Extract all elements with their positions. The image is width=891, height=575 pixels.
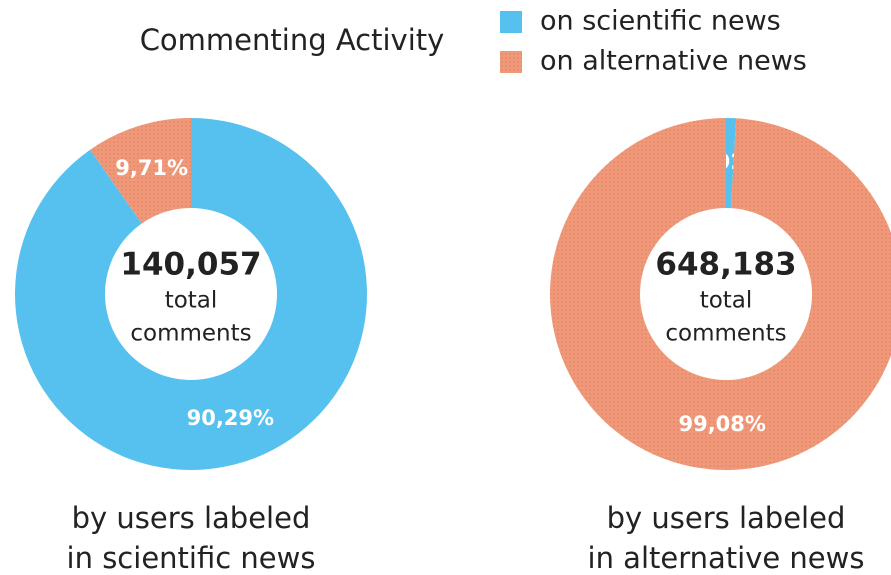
center-text: total bbox=[165, 288, 218, 314]
legend-swatch bbox=[500, 11, 522, 33]
center-text: total bbox=[700, 288, 753, 314]
caption: in alternative news bbox=[588, 541, 865, 575]
center-text: comments bbox=[130, 321, 251, 347]
center-text: comments bbox=[665, 321, 786, 347]
donut-slice bbox=[15, 118, 368, 470]
slice-label: 9,71% bbox=[115, 156, 188, 180]
chart-title: Commenting Activity bbox=[140, 23, 445, 57]
legend-swatch bbox=[500, 51, 522, 73]
center-total: 140,057 bbox=[120, 247, 261, 283]
slice-label: 99,08% bbox=[678, 412, 765, 436]
donut-slice bbox=[726, 118, 737, 209]
caption: by users labeled bbox=[72, 501, 311, 535]
caption: by users labeled bbox=[607, 501, 846, 535]
legend-label: on scientific news bbox=[540, 6, 781, 37]
donut-slice bbox=[90, 118, 191, 224]
donut-slice bbox=[550, 118, 891, 470]
legend-label: on alternative news bbox=[540, 46, 807, 77]
slice-label: 90,29% bbox=[187, 406, 274, 430]
center-total: 648,183 bbox=[655, 247, 796, 283]
caption: in scientific news bbox=[67, 541, 316, 575]
